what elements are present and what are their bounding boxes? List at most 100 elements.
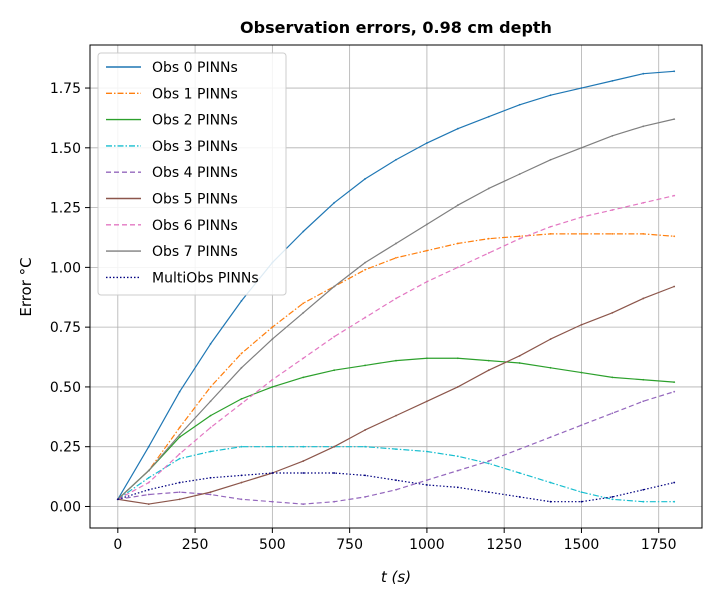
series-4-point <box>271 500 274 503</box>
series-8-point <box>147 488 150 491</box>
series-7-point <box>611 134 614 137</box>
series-1-point <box>209 386 212 388</box>
series-8-point <box>456 486 459 489</box>
series-7-point <box>240 366 243 369</box>
series-5-point <box>518 354 521 357</box>
y-tick-label: 0.50 <box>50 380 81 396</box>
series-1-point <box>673 235 676 238</box>
series-6-point <box>240 402 243 405</box>
series-4-point <box>456 469 459 472</box>
series-7-point <box>147 469 150 472</box>
series-0-point <box>580 87 583 89</box>
series-7-point <box>302 311 305 314</box>
y-tick-label: 1.50 <box>50 141 81 157</box>
series-2-point <box>642 378 645 381</box>
series-1-point <box>580 233 583 235</box>
series-0-point <box>487 115 490 118</box>
series-2-point <box>426 357 428 360</box>
series-2-point <box>611 376 614 379</box>
series-5-point <box>178 498 181 501</box>
series-6-point <box>147 481 150 484</box>
legend-label-3: Obs 3 PINNs <box>152 139 238 155</box>
grid-lines <box>90 45 702 528</box>
series-8-point <box>302 472 305 474</box>
x-tick-label: 1500 <box>564 537 600 553</box>
series-2-point <box>271 386 274 388</box>
y-tick-label: 1.75 <box>50 81 81 97</box>
series-0-point <box>209 342 212 345</box>
series-2-point <box>580 371 583 374</box>
series-4-point <box>580 424 583 427</box>
series-4-point <box>642 400 645 403</box>
series-5-point <box>302 460 305 462</box>
series-3-point <box>364 445 366 448</box>
series-5-point <box>240 481 243 484</box>
series-5-point <box>364 429 366 431</box>
series-7-point <box>364 261 366 264</box>
series-7-point <box>209 400 212 403</box>
series-3-point <box>302 445 305 448</box>
series-4-point <box>518 448 521 450</box>
series-2-point <box>178 436 181 439</box>
series-8-point <box>240 474 243 477</box>
series-1-point <box>240 352 243 355</box>
series-0-point <box>611 79 614 82</box>
series-8-point <box>580 500 583 503</box>
y-tick-label: 0.25 <box>50 440 81 456</box>
series-7-point <box>487 187 490 190</box>
series-3-point <box>209 450 212 453</box>
series-4-point <box>549 436 552 439</box>
series-4-point <box>178 491 181 494</box>
series-6-point <box>673 194 676 197</box>
series-2-point <box>333 369 336 372</box>
series-3-point <box>395 448 397 450</box>
series-0-point <box>456 127 459 130</box>
series-1-point <box>364 268 366 271</box>
x-tick-label: 1250 <box>486 537 522 553</box>
series-2-point <box>549 366 552 369</box>
series-5-point <box>395 414 397 417</box>
series-7-point <box>580 146 583 149</box>
series-0-point <box>240 299 243 302</box>
series-8-point <box>426 484 428 486</box>
series-6-point <box>518 237 521 240</box>
series-6-point <box>333 335 336 338</box>
series-2-point <box>456 357 459 360</box>
series-5-point <box>611 311 614 314</box>
plot-area-frame <box>89 44 703 529</box>
series-6-point <box>642 201 645 204</box>
series-8-point <box>271 472 274 474</box>
series-4-point <box>487 460 490 462</box>
series-6-point <box>549 225 552 228</box>
series-7-point <box>178 433 181 436</box>
series-6-point <box>580 216 583 219</box>
series-line-2 <box>117 357 675 500</box>
series-3-point <box>673 500 676 503</box>
series-3-point <box>178 457 181 460</box>
series-2-point <box>673 381 676 384</box>
series-6-point <box>364 316 366 319</box>
x-tick-label: 0 <box>113 537 122 553</box>
x-axis-ticks: 0 250 500 750 1000 1250 1500 1750 <box>113 528 677 553</box>
y-tick-label: 1.25 <box>50 201 81 217</box>
series-2-point <box>518 362 521 364</box>
legend-label-5: Obs 5 PINNs <box>152 192 238 208</box>
series-line-8 <box>117 472 675 503</box>
series-4-point <box>364 496 366 498</box>
series-3-point <box>147 476 150 479</box>
series-2-point <box>487 359 490 362</box>
series-8-point <box>209 476 212 479</box>
series-1-point <box>518 235 521 238</box>
series-1-point <box>456 242 459 245</box>
series-3-point <box>580 491 583 494</box>
series-5-point <box>673 285 676 288</box>
series-6-point <box>487 252 490 254</box>
series-0-point <box>395 158 397 161</box>
series-8-point <box>487 491 490 494</box>
series-5-point <box>487 369 490 372</box>
series-7-point <box>456 204 459 207</box>
series-7-point <box>271 338 274 340</box>
y-axis-label: Error °C <box>17 257 35 316</box>
